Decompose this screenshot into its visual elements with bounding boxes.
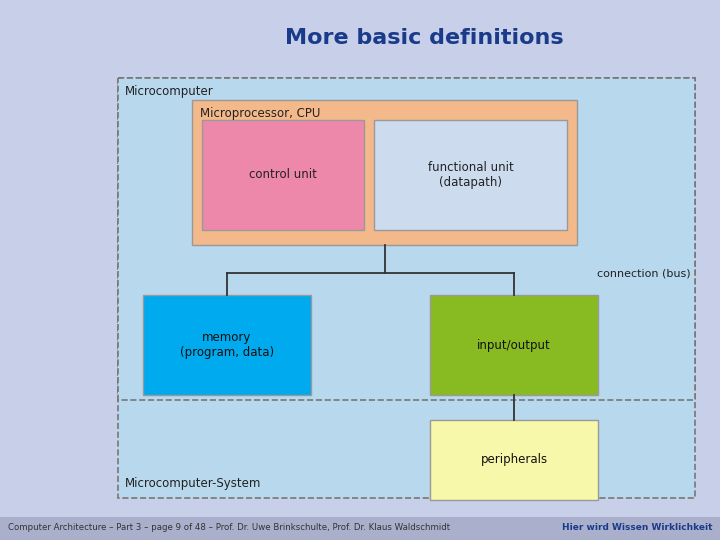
Text: peripherals: peripherals (480, 454, 548, 467)
Text: Microcomputer: Microcomputer (125, 85, 214, 98)
Bar (430, 420, 598, 500)
Text: control unit: control unit (249, 168, 317, 181)
Bar (118, 78, 695, 498)
Bar (430, 295, 598, 395)
Text: Microprocessor, CPU: Microprocessor, CPU (200, 107, 320, 120)
Bar (202, 120, 364, 230)
Text: Hier wird Wissen Wirklichkeit: Hier wird Wissen Wirklichkeit (562, 523, 712, 532)
Text: memory
(program, data): memory (program, data) (180, 331, 274, 359)
Bar (192, 100, 577, 245)
Text: functional unit
(datapath): functional unit (datapath) (428, 161, 513, 189)
Bar (0, 517, 720, 540)
Text: input/output: input/output (477, 339, 551, 352)
Text: Microcomputer-System: Microcomputer-System (125, 477, 261, 490)
Text: Computer Architecture – Part 3 – page 9 of 48 – Prof. Dr. Uwe Brinkschulte, Prof: Computer Architecture – Part 3 – page 9 … (8, 523, 450, 532)
Text: More basic definitions: More basic definitions (285, 28, 564, 48)
Text: connection (bus): connection (bus) (598, 268, 691, 278)
Bar (118, 78, 695, 400)
Bar (374, 120, 567, 230)
Bar (143, 295, 311, 395)
